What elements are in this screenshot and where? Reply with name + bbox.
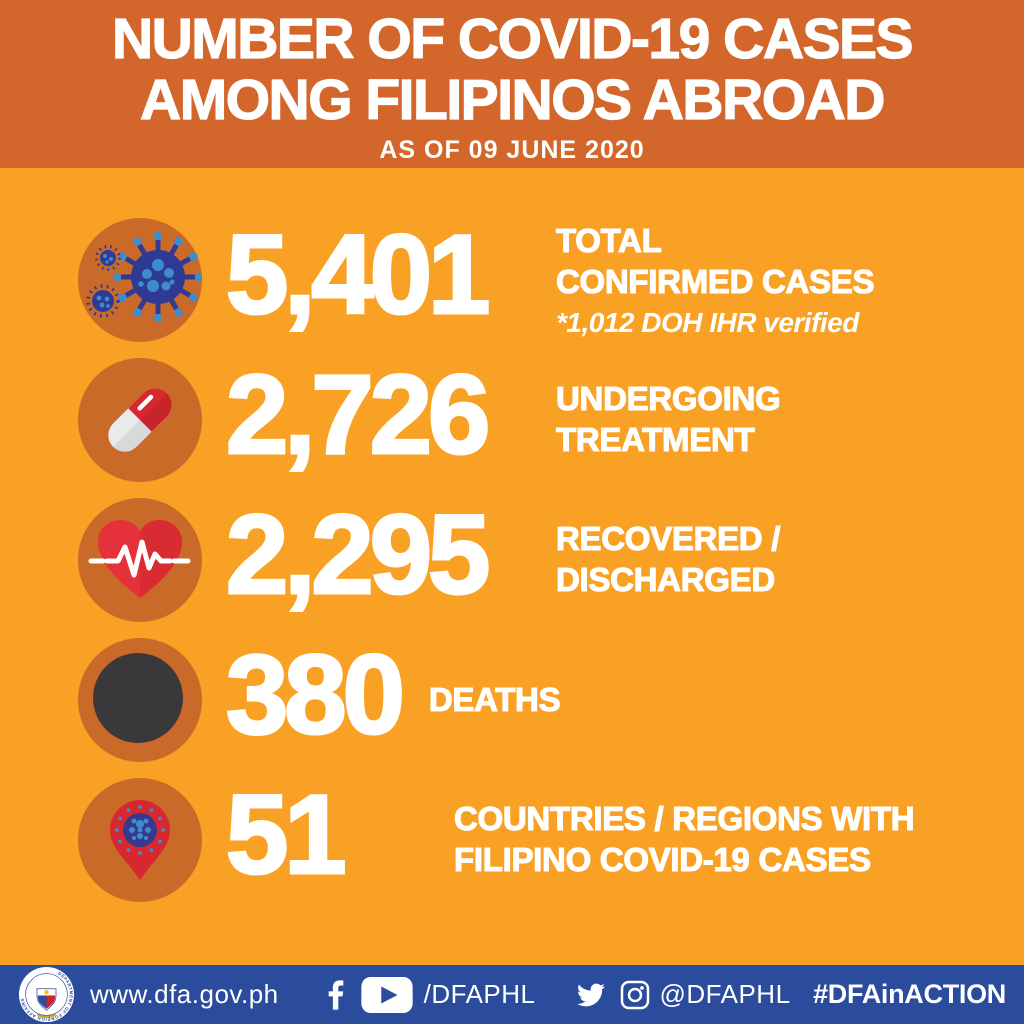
stat-row-countries: 51 COUNTRIES / REGIONS WITH FILIPINO COV… (0, 770, 1024, 910)
stat-row-recovered: 2,295 RECOVERED / DISCHARGED (0, 490, 1024, 630)
heart-pulse-icon (78, 498, 202, 622)
stat-label-countries-line1: COUNTRIES / REGIONS WITH (453, 800, 915, 838)
as-of-date: AS OF 09 JUNE 2020 (379, 135, 645, 164)
stat-value-treatment: 2,726 (225, 352, 492, 477)
website-url: www.dfa.gov.ph (90, 979, 279, 1009)
stat-label-recovered-line1: RECOVERED / (555, 520, 781, 558)
death-circle-icon (78, 638, 202, 762)
stat-row-confirmed: 5,401 TOTAL CONFIRMED CASES *1,012 DOH I… (0, 210, 1024, 350)
header-banner: NUMBER OF COVID-19 CASES AMONG FILIPINOS… (0, 0, 1024, 168)
stat-label-confirmed-line2: CONFIRMED CASES (555, 262, 875, 300)
stat-value-recovered: 2,295 (225, 492, 492, 617)
instagram-icon (620, 980, 649, 1009)
footer-bar: DEPARTMENT OF FOREIGN AFFAIRS www.dfa.go… (0, 965, 1024, 1024)
fb-yt-handle: /DFAPHL (423, 979, 536, 1009)
stat-row-deaths: 380 DEATHS (0, 630, 1024, 770)
page-title-line2: AMONG FILIPINOS ABROAD (139, 67, 886, 132)
page-title-line1: NUMBER OF COVID-19 CASES (111, 7, 914, 72)
facebook-icon (328, 979, 343, 1010)
stat-label-confirmed-line1: TOTAL (555, 222, 662, 260)
stat-label-countries-line2: FILIPINO COVID-19 CASES (453, 840, 871, 878)
pill-icon (78, 358, 202, 482)
map-pin-virus-icon (78, 778, 202, 902)
twitter-icon (576, 983, 605, 1006)
tw-ig-handle: @DFAPHL (659, 979, 791, 1009)
campaign-hashtag: #DFAinACTION (813, 979, 1006, 1009)
stat-label-treatment-line2: TREATMENT (555, 420, 755, 458)
stat-value-countries: 51 (225, 772, 349, 897)
stat-label-deaths: DEATHS (428, 680, 561, 718)
stat-row-treatment: 2,726 UNDERGOING TREATMENT (0, 350, 1024, 490)
stat-label-treatment-line1: UNDERGOING (555, 380, 781, 418)
stats-section: 5,401 TOTAL CONFIRMED CASES *1,012 DOH I… (0, 168, 1024, 965)
youtube-icon (360, 976, 413, 1013)
stat-value-confirmed: 5,401 (225, 212, 492, 337)
dfa-seal: DEPARTMENT OF FOREIGN AFFAIRS (18, 966, 75, 1023)
virus-icon (78, 218, 202, 342)
stat-label-recovered-line2: DISCHARGED (555, 560, 775, 598)
stat-value-deaths: 380 (225, 632, 407, 757)
stat-note-doh-verified: *1,012 DOH IHR verified (556, 306, 859, 338)
